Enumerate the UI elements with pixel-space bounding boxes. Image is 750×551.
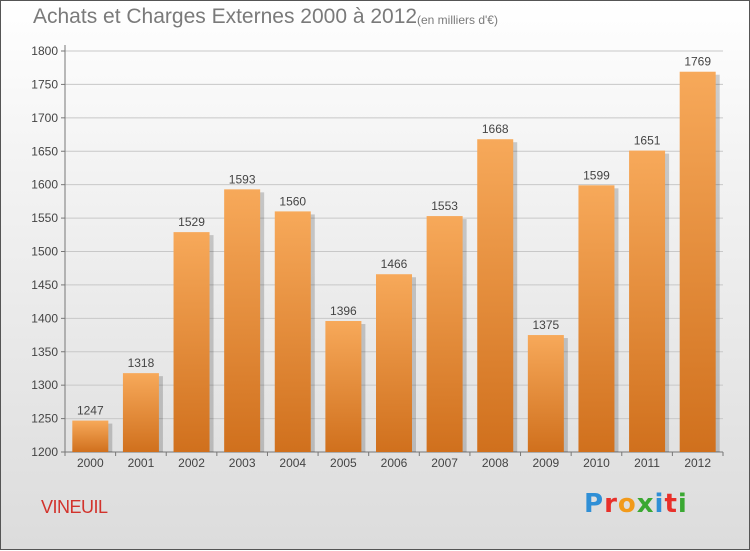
logo-letter: t xyxy=(664,489,678,519)
x-tick-label: 2011 xyxy=(634,456,660,470)
bar xyxy=(224,189,261,452)
y-tick-label: 1400 xyxy=(31,311,58,325)
value-labels: 1247 1318 1529 1593 1560 1396 1466 1553 1668 1375… xyxy=(77,55,711,418)
bars xyxy=(72,71,720,453)
bar-value-label: 1599 xyxy=(583,168,610,182)
logo-letter: r xyxy=(604,489,618,519)
x-tick-label: 2005 xyxy=(330,456,357,470)
logo-letter: x xyxy=(636,489,655,519)
y-tick-label: 1350 xyxy=(31,345,58,359)
bar xyxy=(679,71,716,453)
bar xyxy=(578,185,615,452)
x-tick-label: 2004 xyxy=(279,456,306,470)
bar-value-label: 1769 xyxy=(684,55,711,69)
y-tick-label: 1250 xyxy=(31,412,58,426)
bar-value-label: 1396 xyxy=(330,304,357,318)
x-tick-label: 2000 xyxy=(77,456,104,470)
bar-value-label: 1375 xyxy=(532,318,559,332)
logo-letter: P xyxy=(584,489,605,519)
bar-value-label: 1560 xyxy=(279,194,306,208)
y-tick-label: 1550 xyxy=(31,211,58,225)
bar xyxy=(274,211,311,452)
bar xyxy=(72,420,109,452)
y-tick-label: 1650 xyxy=(31,144,58,158)
chart-subtitle: (en milliers d'€) xyxy=(417,13,498,27)
bar-value-label: 1668 xyxy=(482,122,509,136)
bar xyxy=(376,274,412,452)
x-tick-label: 2007 xyxy=(431,456,458,470)
x-tick-label: 2006 xyxy=(381,456,408,470)
x-tick-label: 2001 xyxy=(128,456,155,470)
y-tick-label: 1600 xyxy=(31,178,58,192)
bar xyxy=(426,216,463,452)
y-tick-label: 1500 xyxy=(31,245,58,259)
bar xyxy=(477,139,514,452)
bar-value-label: 1529 xyxy=(178,215,205,229)
logo-letter: o xyxy=(617,489,637,519)
y-tick-label: 1200 xyxy=(31,445,58,459)
y-tick-label: 1800 xyxy=(31,44,58,58)
bar-value-label: 1553 xyxy=(431,199,458,213)
town-name: VINEUIL xyxy=(41,497,108,517)
bar-value-label: 1466 xyxy=(381,257,408,271)
x-tick-label: 2010 xyxy=(583,456,610,470)
bar xyxy=(629,150,666,452)
x-tick-label: 2008 xyxy=(482,456,509,470)
x-tick-label: 2002 xyxy=(178,456,205,470)
y-tick-label: 1700 xyxy=(31,111,58,125)
bar-value-label: 1247 xyxy=(77,404,104,418)
logo-letter: i xyxy=(677,489,688,519)
bar xyxy=(122,373,159,452)
bar-value-label: 1318 xyxy=(128,356,155,370)
bar xyxy=(527,335,564,452)
y-tick-label: 1300 xyxy=(31,378,58,392)
x-tick-label: 2012 xyxy=(684,456,711,470)
x-tick-label: 2009 xyxy=(532,456,559,470)
proxiti-logo: Proxiti xyxy=(584,489,688,519)
bar-value-label: 1651 xyxy=(634,134,661,148)
logo-letter: i xyxy=(654,489,665,519)
y-tick-label: 1750 xyxy=(31,77,58,91)
bar-value-label: 1593 xyxy=(229,172,256,186)
y-tick-label: 1450 xyxy=(31,278,58,292)
tick-labels: 1200 1250 1300 1350 1400 1450 1500 1550 1600 1650… xyxy=(31,44,711,470)
chart-title: Achats et Charges Externes 2000 à 2012 xyxy=(33,5,418,28)
bar xyxy=(173,232,210,452)
bar xyxy=(325,321,362,452)
x-tick-label: 2003 xyxy=(229,456,256,470)
